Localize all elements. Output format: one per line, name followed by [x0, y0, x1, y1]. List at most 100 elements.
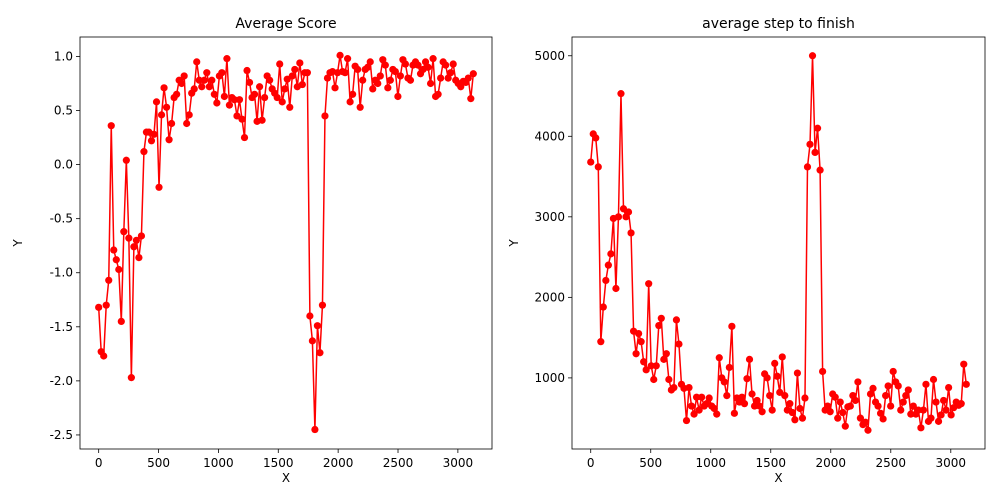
data-point	[834, 414, 842, 422]
y-axis-label: Y	[507, 239, 521, 248]
data-point	[748, 390, 756, 398]
data-point	[786, 400, 794, 408]
data-point	[902, 392, 910, 400]
data-point	[728, 322, 736, 330]
data-point	[793, 369, 802, 377]
data-point	[778, 353, 786, 361]
data-point	[811, 148, 819, 157]
data-point	[369, 85, 377, 93]
x-tick-label: 1500	[263, 456, 294, 470]
data-point	[426, 79, 435, 88]
data-point	[632, 350, 640, 358]
data-point	[937, 411, 945, 419]
data-point	[698, 393, 706, 401]
data-point	[406, 76, 415, 84]
data-point	[391, 68, 399, 76]
data-point	[110, 246, 118, 254]
data-point	[897, 406, 905, 414]
data-point	[457, 83, 465, 91]
data-point	[205, 83, 213, 91]
data-point	[607, 250, 615, 258]
data-point	[824, 402, 832, 410]
data-point	[710, 404, 718, 413]
data-point	[682, 416, 691, 425]
x-tick-label: 2500	[876, 456, 907, 470]
data-point	[715, 354, 723, 362]
data-point	[306, 312, 314, 320]
data-point	[839, 408, 847, 417]
data-point	[899, 398, 907, 406]
data-point	[359, 76, 367, 84]
data-point	[165, 136, 173, 144]
data-point	[869, 384, 877, 392]
plot-frame	[79, 36, 493, 450]
data-point	[140, 148, 148, 156]
data-point	[354, 65, 362, 74]
data-point	[210, 90, 218, 98]
y-tick-label: -2.0	[50, 374, 73, 388]
data-point	[624, 208, 633, 216]
y-tick-label: 3000	[534, 210, 565, 224]
data-point	[831, 393, 839, 401]
data-point	[846, 402, 854, 410]
data-point	[801, 394, 809, 402]
data-point	[157, 111, 166, 119]
data-point	[225, 101, 234, 109]
data-point	[597, 338, 605, 346]
data-point	[803, 163, 812, 171]
data-point	[261, 93, 269, 102]
y-tick-label: -2.5	[50, 428, 73, 442]
data-point	[826, 408, 834, 416]
data-point	[922, 380, 930, 388]
data-point	[695, 406, 703, 414]
y-tick-label: -0.5	[50, 212, 73, 226]
chart-title: average step to finish	[702, 16, 855, 32]
data-point	[914, 406, 922, 414]
data-point	[604, 261, 612, 269]
data-point	[132, 236, 140, 244]
data-point	[720, 378, 728, 386]
data-point	[273, 93, 281, 102]
data-point	[874, 402, 882, 410]
data-point	[939, 396, 948, 405]
data-point	[884, 382, 892, 390]
data-point	[876, 409, 885, 417]
data-point	[738, 393, 746, 401]
data-point	[178, 79, 186, 88]
y-tick-label: -1.0	[50, 266, 73, 280]
data-point	[152, 98, 161, 106]
data-point	[321, 112, 329, 120]
data-point	[866, 390, 875, 398]
data-point	[95, 303, 103, 311]
data-point	[384, 84, 392, 92]
data-point	[745, 355, 754, 363]
data-point	[203, 69, 211, 77]
data-point	[444, 74, 452, 82]
data-point	[791, 416, 799, 424]
x-tick-label: 0	[587, 456, 595, 470]
data-point	[725, 363, 733, 372]
data-point	[740, 400, 749, 408]
data-point	[612, 284, 620, 293]
data-point	[434, 90, 442, 98]
data-point	[120, 228, 128, 236]
data-point	[366, 58, 374, 66]
data-point	[592, 134, 600, 142]
data-point	[235, 96, 244, 104]
data-point	[180, 72, 188, 80]
data-point	[437, 74, 445, 82]
data-point	[670, 383, 678, 392]
data-point	[173, 90, 181, 98]
data-point	[266, 76, 274, 84]
data-point	[773, 372, 781, 380]
data-point	[394, 92, 402, 101]
data-point	[117, 317, 125, 325]
data-point	[220, 92, 228, 101]
data-point	[296, 59, 304, 67]
data-point	[854, 378, 862, 386]
x-axis-label: X	[282, 471, 290, 485]
data-point	[645, 280, 653, 288]
data-point	[713, 410, 721, 418]
data-point	[245, 78, 254, 87]
